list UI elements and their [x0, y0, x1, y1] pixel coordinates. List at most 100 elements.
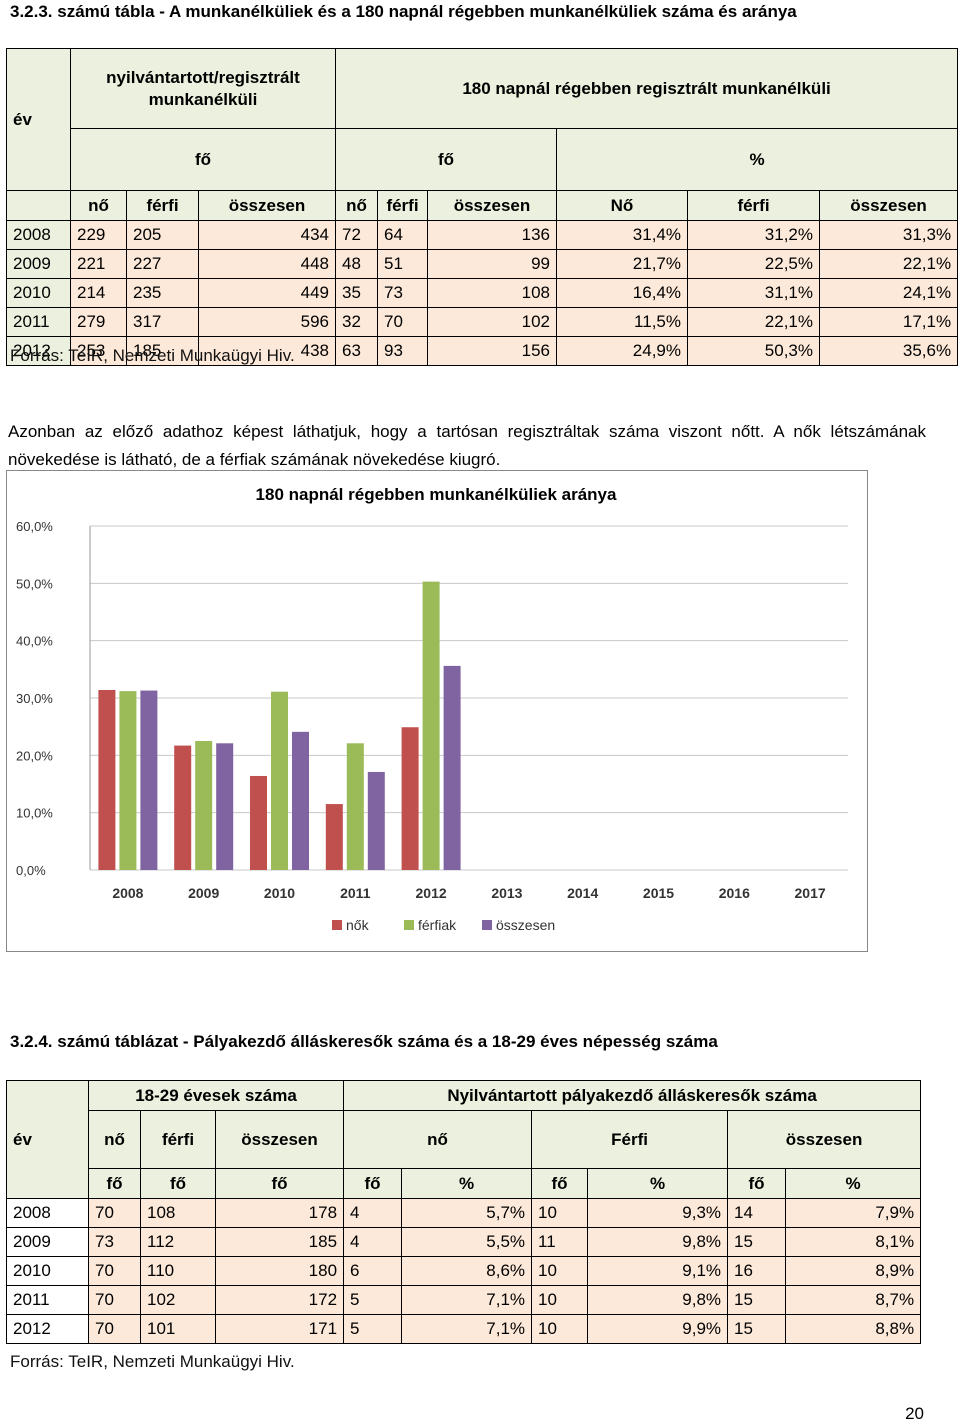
year-cell: 2010 [6, 278, 71, 308]
table-cell: 101 [140, 1314, 216, 1344]
table-cell: 5,7% [401, 1198, 533, 1228]
table-cell: 180 [214, 1256, 345, 1286]
table-cell: 156 [427, 336, 557, 366]
table-cell: 434 [198, 220, 336, 250]
table-cell: 11 [531, 1227, 589, 1257]
table-cell: 9,8% [587, 1285, 729, 1315]
legend-swatch [332, 920, 342, 930]
table-cell: 70 [88, 1285, 141, 1315]
table-cell: 17,1% [818, 307, 959, 337]
bar-nők-2009 [174, 745, 192, 870]
table-cell: 31,3% [818, 220, 959, 250]
table-cell: 214 [70, 278, 127, 308]
x-tick-label: 2013 [491, 885, 522, 901]
legend-label: férfiak [418, 917, 457, 933]
bar-összesen-2011 [367, 771, 385, 870]
table-cell: 16,4% [556, 278, 688, 308]
table-cell: 449 [198, 278, 336, 308]
table-cell: 15 [727, 1285, 787, 1315]
bar-nők-2008 [98, 689, 116, 870]
table-cell: 99 [427, 249, 557, 279]
table-cell: 50,3% [687, 336, 820, 366]
table-cell: 9,1% [587, 1256, 729, 1286]
table-cell: 317 [126, 307, 199, 337]
table-cell: 63 [335, 336, 378, 366]
year-cell: 2011 [6, 1285, 89, 1315]
table-row: 2009 221 227 448 48 51 99 21,7% 22,5% 22,1% [6, 249, 959, 279]
year-cell: 2009 [6, 1227, 89, 1257]
header-unit: % [785, 1168, 922, 1199]
chart-title: 180 napnál régebben munkanélküliek arány… [256, 485, 617, 504]
header-cell: nő [88, 1110, 141, 1169]
table-cell: 102 [140, 1285, 216, 1315]
y-tick-label: 0,0% [16, 863, 46, 878]
header-unit: % [587, 1168, 729, 1199]
table-cell: 4 [343, 1198, 403, 1228]
table-row: 2012 253 185 438 63 93 156 24,9% 50,3% 35,6% [6, 336, 959, 366]
table-cell: 596 [198, 307, 336, 337]
table-cell: 73 [88, 1227, 141, 1257]
table-cell: 4 [343, 1227, 403, 1257]
table-cell: 22,5% [687, 249, 820, 279]
header-cell: férfi [126, 190, 199, 221]
x-tick-label: 2017 [795, 885, 826, 901]
table-cell: 8,8% [785, 1314, 922, 1344]
table-row: 2011 70 102 172 5 7,1% 10 9,8% 15 8,7% [6, 1285, 922, 1315]
table-cell: 185 [214, 1227, 345, 1257]
table1-source: Forrás: TeIR, Nemzeti Munkaügyi Hiv. [10, 346, 295, 365]
unemployment-table: év nyilvántartott/regisztrált munkanélkü… [6, 48, 959, 366]
table2-title: 3.2.4. számú táblázat - Pályakezdő állás… [10, 1032, 718, 1051]
table-cell: 9,9% [587, 1314, 729, 1344]
table-cell: 9,8% [587, 1227, 729, 1257]
header-unit: fő [88, 1168, 141, 1199]
table-cell: 108 [140, 1198, 216, 1228]
table-cell: 102 [427, 307, 557, 337]
y-tick-label: 10,0% [16, 806, 53, 821]
year-cell: 2012 [6, 336, 71, 366]
table-cell: 22,1% [687, 307, 820, 337]
table-cell: 64 [377, 220, 428, 250]
career-starters-table: év 18-29 évesek száma Nyilvántartott pál… [6, 1080, 922, 1344]
bar-nők-2010 [250, 775, 267, 870]
table-cell: 235 [126, 278, 199, 308]
table-cell: 35 [335, 278, 378, 308]
paragraph: Azonban az előző adathoz képest láthatju… [8, 422, 926, 469]
y-tick-label: 30,0% [16, 691, 53, 706]
table-cell: 16 [727, 1256, 787, 1286]
table-cell: 10 [531, 1256, 589, 1286]
table-cell: 15 [727, 1227, 787, 1257]
table-cell: 178 [214, 1198, 345, 1228]
bar-nők-2012 [401, 727, 419, 870]
table-cell: 35,6% [818, 336, 959, 366]
header-cell: nő [343, 1110, 533, 1169]
bar-férfiak-2012 [422, 581, 440, 870]
table-cell: 15 [727, 1314, 787, 1344]
bar-összesen-2009 [216, 743, 234, 870]
header-cell: Nő [556, 190, 688, 221]
legend-label: összesen [496, 917, 555, 933]
header-unit-fo: fő [335, 128, 557, 191]
table-cell: 31,2% [687, 220, 820, 250]
legend-swatch [482, 920, 492, 930]
table-cell: 31,4% [556, 220, 688, 250]
header-cell: összesen [214, 1110, 345, 1169]
header-long-term: 180 napnál régebben regisztrált munkanél… [334, 48, 959, 129]
table-cell: 205 [126, 220, 199, 250]
table-cell: 7,1% [401, 1314, 533, 1344]
table-cell: 5 [343, 1314, 403, 1344]
bar-összesen-2012 [443, 665, 461, 870]
table-cell: 279 [70, 307, 127, 337]
header-age-group: 18-29 évesek száma [87, 1080, 345, 1111]
bar-férfiak-2011 [346, 743, 364, 870]
year-cell: 2010 [6, 1256, 89, 1286]
bar-férfiak-2010 [271, 691, 288, 870]
legend-swatch [404, 920, 414, 930]
table-cell: 10 [531, 1198, 589, 1228]
table-cell: 227 [126, 249, 199, 279]
table-cell: 229 [70, 220, 127, 250]
table-cell: 108 [427, 278, 557, 308]
table-cell: 93 [377, 336, 428, 366]
header-unit: fő [343, 1168, 403, 1199]
x-tick-label: 2011 [340, 885, 371, 901]
header-cell: Férfi [531, 1110, 729, 1169]
